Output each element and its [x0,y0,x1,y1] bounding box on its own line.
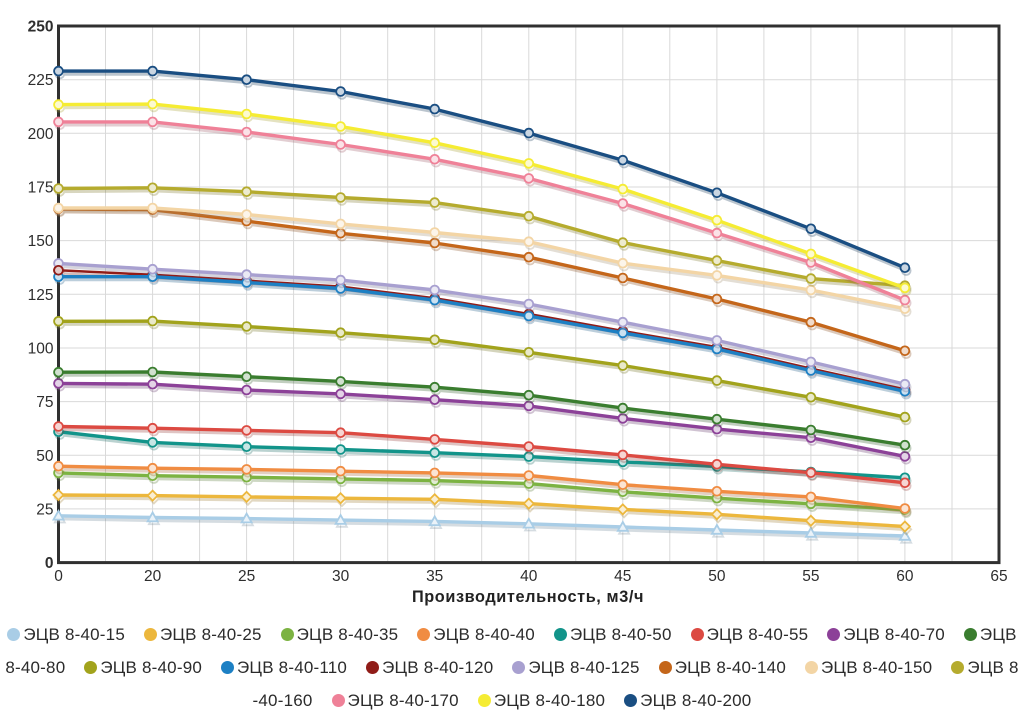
svg-text:40: 40 [520,568,538,585]
svg-text:Производительность, м3/ч: Производительность, м3/ч [412,588,644,606]
svg-text:175: 175 [28,180,54,197]
svg-text:20: 20 [144,568,162,585]
svg-text:30: 30 [332,568,350,585]
svg-text:75: 75 [36,394,53,411]
svg-text:65: 65 [990,568,1007,585]
svg-text:45: 45 [614,568,631,585]
svg-text:225: 225 [28,72,54,89]
svg-text:250: 250 [28,19,54,36]
svg-text:55: 55 [802,568,819,585]
svg-text:0: 0 [45,555,54,572]
svg-text:200: 200 [28,126,54,143]
svg-text:50: 50 [708,568,726,585]
svg-text:150: 150 [28,233,54,250]
svg-text:35: 35 [426,568,443,585]
svg-text:60: 60 [896,568,914,585]
svg-text:25: 25 [238,568,255,585]
svg-text:125: 125 [28,287,54,304]
svg-text:100: 100 [28,341,54,358]
svg-text:0: 0 [54,568,63,585]
svg-text:50: 50 [36,448,54,465]
svg-text:25: 25 [36,501,53,518]
